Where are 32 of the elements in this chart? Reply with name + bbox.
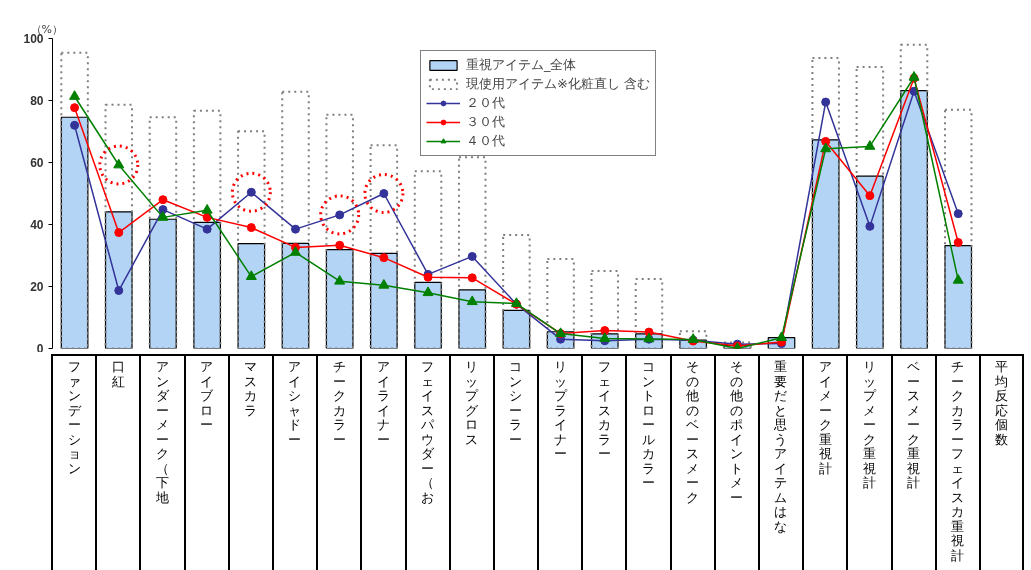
legend-label: 重視アイテム_全体 [465,56,577,74]
y-tick-label: 20 [30,280,44,294]
y-tick-label: 60 [30,156,44,170]
legend-label: ４０代 [465,132,505,150]
x-tick-label: アイメーク重視計 [817,359,833,476]
category-label: フェイスパウダー（お [421,359,435,505]
x-tick-label: コンシーラー [508,359,524,447]
category-label: ベースメーク重視計 [907,359,921,490]
x-tick-label: リップグロス [464,359,480,447]
category-label: その他のベースメーク [686,359,700,505]
category-label: 重要だと思うアイテムはな [774,359,788,534]
y-tick-label: 80 [30,94,44,108]
category-label: その他のポイントメー [730,359,744,505]
category-label: リップメーク重視計 [862,359,876,490]
category-label: チークカラーフェイスカ重視計 [951,359,965,563]
y-tick-label: 40 [30,218,44,232]
x-tick-label: アイブロー [199,359,215,433]
x-tick-label: フェイスカラー [596,359,612,462]
x-tick-label: 平均反応個数 [994,359,1010,447]
y-tick-label: 0 [36,341,44,356]
x-tick-label: アイシャドー [287,359,303,447]
legend-label: ２０代 [465,94,505,112]
x-tick-label: マスカラ [243,359,259,418]
x-tick-label: アイライナー [375,359,391,447]
category-label: コントロールカラー [641,359,655,490]
legend-label: ３０代 [465,113,505,131]
x-tick-label: ファンデーション [66,359,83,476]
legend-label: 現使用アイテム※化粧直し 含む [465,75,651,93]
category-label: アンダーメーク（下地 [155,359,169,505]
x-tick-label: チークカラー [331,359,347,447]
x-tick-label: リップライナー [552,359,569,462]
x-tick-label: 口紅 [110,359,126,389]
